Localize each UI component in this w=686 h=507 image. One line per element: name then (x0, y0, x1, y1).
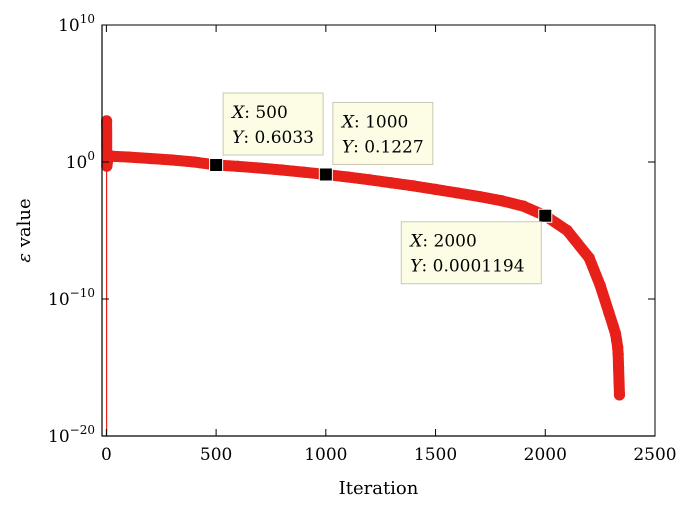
datatip-y-key: Y (410, 257, 423, 277)
y-axis-label-text: value (14, 198, 35, 253)
data-point (342, 171, 354, 183)
datatip-x-line: X: 1000 (340, 112, 409, 132)
y-tick-label: 100 (66, 149, 95, 173)
datatip-bg (400, 221, 542, 285)
data-point (561, 224, 573, 237)
data-point (594, 279, 606, 291)
datatip-box: X: 500 Y: 0.6033 (222, 92, 324, 156)
datatip-x-line: X: 2000 (408, 232, 477, 252)
x-tick-label: 0 (101, 445, 112, 465)
y-tick-label: 10−20 (48, 423, 95, 447)
data-point (473, 190, 486, 203)
datatip-y-value: : 0.6033 (243, 128, 314, 148)
data-point (610, 334, 623, 346)
x-axis-label: Iteration (339, 478, 419, 499)
data-point (298, 166, 310, 178)
x-tick-label: 500 (200, 445, 232, 465)
datatip-box: X: 1000 Y: 0.1227 (332, 101, 434, 165)
data-point (408, 180, 420, 192)
data-point (612, 341, 624, 353)
series-band (101, 115, 625, 401)
x-tick-label: 1000 (304, 445, 347, 465)
markers-layer (209, 158, 553, 223)
datatip-y-line: Y: 0.0001194 (410, 257, 524, 277)
datatip-bg (332, 101, 434, 165)
data-point (144, 152, 156, 165)
datatip-y-key: Y (232, 128, 245, 148)
datatip-marker (318, 167, 333, 182)
data-point (107, 150, 119, 162)
data-point (122, 151, 134, 163)
data-point (386, 177, 398, 189)
data-point (613, 389, 626, 401)
series-layer (101, 115, 626, 436)
datatip-x-key: X (230, 103, 245, 123)
data-point (495, 195, 507, 207)
data-point (609, 327, 622, 340)
x-tick-label: 1500 (414, 445, 457, 465)
datatip-x-key: X (408, 232, 423, 252)
x-tick-label: 2000 (524, 445, 567, 465)
datatip-x-value: : 500 (244, 103, 288, 123)
datatip-y-value: : 0.0001194 (422, 257, 525, 277)
data-point (102, 149, 115, 162)
data-point (583, 252, 595, 264)
data-point (603, 307, 615, 319)
data-point (364, 174, 376, 186)
data-point (613, 375, 625, 387)
x-tick-label: 2500 (633, 445, 676, 465)
datatip-box: X: 2000 Y: 0.0001194 (400, 221, 542, 285)
data-point (607, 320, 619, 332)
data-point (232, 160, 244, 172)
data-point (451, 187, 464, 199)
datatip-x-value: : 1000 (354, 112, 408, 132)
y-axis-label: ε value (14, 198, 35, 262)
datatip-y-line: Y: 0.6033 (232, 128, 314, 148)
y-tick-label: 10−10 (48, 286, 95, 310)
data-point (612, 348, 624, 360)
data-point (166, 154, 178, 166)
data-point (254, 162, 266, 174)
datatip-bg (222, 92, 324, 156)
datatip-y-key: Y (342, 137, 355, 157)
data-point (429, 183, 442, 195)
datatip-marker (538, 208, 553, 223)
datatip-x-value: : 2000 (422, 232, 476, 252)
datatip-x-key: X (340, 112, 355, 132)
ticks-layer: 0 500 1000 1500 2000 2500 10−20 10−10 100 1010 (48, 12, 677, 465)
datatip-y-value: : 0.1227 (353, 137, 424, 157)
datatip-marker (209, 158, 224, 173)
data-point (276, 164, 288, 176)
datatip-x-line: X: 500 (230, 103, 288, 123)
y-tick-label: 1010 (58, 12, 95, 36)
y-axis-label-symbol: ε (14, 253, 35, 263)
data-point (517, 200, 529, 212)
data-point (612, 361, 625, 374)
data-point (188, 156, 200, 168)
datatip-y-line: Y: 0.1227 (342, 137, 424, 157)
